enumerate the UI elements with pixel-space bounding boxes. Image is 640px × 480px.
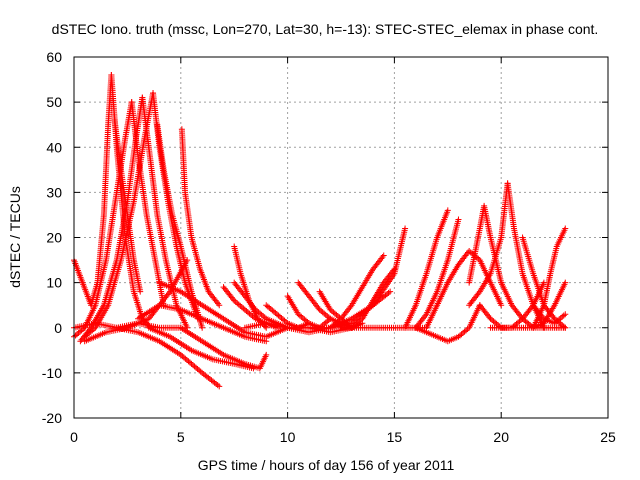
- y-tick-label: -10: [42, 365, 62, 381]
- data-series-11: [178, 126, 223, 309]
- data-series-42: [519, 234, 569, 331]
- data-series-4: [71, 99, 135, 340]
- x-tick-label: 10: [280, 429, 296, 445]
- y-tick-label: 10: [46, 275, 62, 291]
- data-series-5: [128, 99, 167, 309]
- data-point: [444, 207, 451, 214]
- data-series-34: [412, 302, 483, 345]
- data-series-14: [113, 324, 223, 390]
- x-tick-label: 5: [177, 429, 185, 445]
- data-point: [184, 257, 191, 264]
- data-point: [562, 225, 569, 232]
- data-series-44: [530, 302, 569, 327]
- x-axis-label: GPS time / hours of day 156 of year 2011: [198, 457, 455, 473]
- x-tick-label: 0: [70, 429, 78, 445]
- data-point: [137, 288, 144, 295]
- data-point: [216, 302, 223, 309]
- y-tick-label: 60: [46, 49, 62, 65]
- chart-title: dSTEC Iono. truth (mssc, Lon=270, Lat=30…: [52, 21, 599, 37]
- data-series: [71, 72, 569, 390]
- data-point: [498, 302, 505, 309]
- y-tick-label: 0: [54, 320, 62, 336]
- data-point: [199, 324, 206, 331]
- data-point: [380, 252, 387, 259]
- data-point: [402, 225, 409, 232]
- y-tick-label: 20: [46, 230, 62, 246]
- data-point: [562, 279, 569, 286]
- data-series-37: [466, 180, 511, 309]
- data-series-10: [154, 121, 206, 331]
- data-series-43: [487, 324, 569, 331]
- data-point: [216, 383, 223, 390]
- data-point: [387, 288, 394, 295]
- data-series-1: [71, 72, 115, 309]
- data-point: [455, 216, 462, 223]
- y-tick-label: -20: [42, 410, 62, 426]
- data-point: [391, 266, 398, 273]
- y-tick-labels: -20 -10 0 10 20 30 40 50 60: [42, 49, 62, 426]
- data-series-15: [145, 324, 257, 372]
- y-tick-label: 30: [46, 184, 62, 200]
- data-point: [562, 311, 569, 318]
- x-tick-labels: 0 5 10 15 20 25: [70, 429, 616, 445]
- grid: [73, 56, 609, 419]
- x-tick-label: 20: [493, 429, 509, 445]
- y-axis-label: dSTEC / TECUs: [7, 186, 23, 288]
- data-point: [562, 324, 569, 331]
- data-point: [263, 351, 270, 358]
- data-series-16: [177, 324, 270, 372]
- data-series-18: [156, 279, 291, 340]
- x-tick-label: 15: [387, 429, 403, 445]
- plot-frame: [73, 56, 609, 419]
- x-tick-label: 25: [600, 429, 616, 445]
- data-series-32: [402, 207, 451, 331]
- y-tick-label: 40: [46, 139, 62, 155]
- data-series-30: [348, 266, 398, 331]
- y-tick-label: 50: [46, 94, 62, 110]
